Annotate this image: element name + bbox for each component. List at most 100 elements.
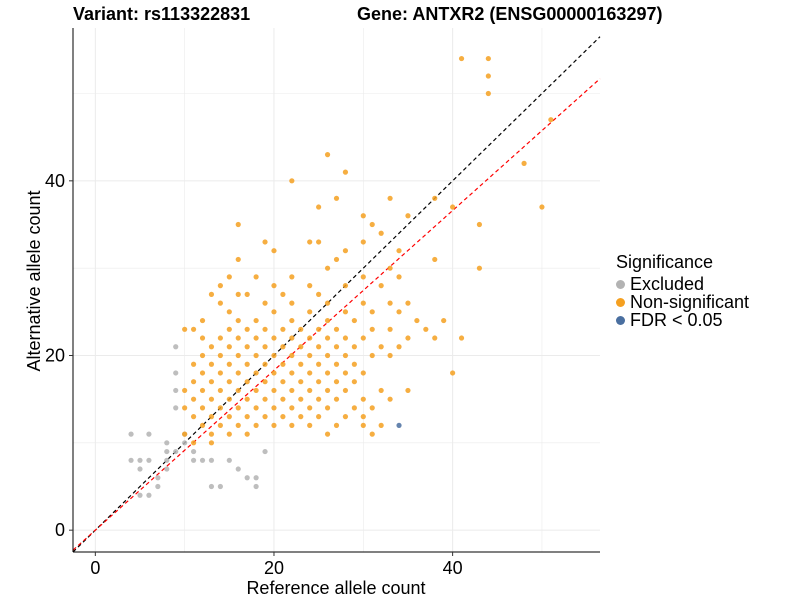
data-point xyxy=(262,361,268,367)
data-point xyxy=(146,492,152,498)
data-point xyxy=(190,379,197,385)
data-point xyxy=(235,221,241,228)
data-point xyxy=(208,291,215,297)
data-point xyxy=(235,256,241,263)
legend-dot-non-significant xyxy=(616,297,625,307)
data-point xyxy=(360,414,366,420)
data-point xyxy=(235,466,241,472)
data-point xyxy=(128,457,134,463)
data-point xyxy=(316,379,322,385)
data-point xyxy=(387,195,393,201)
data-point xyxy=(369,431,375,437)
data-point xyxy=(360,335,366,341)
data-point xyxy=(271,405,277,411)
data-point xyxy=(307,335,313,341)
data-point xyxy=(360,370,366,376)
data-point xyxy=(396,309,402,315)
legend-label-excluded: Excluded xyxy=(630,273,705,294)
data-point xyxy=(333,422,340,428)
reference-line xyxy=(72,36,601,553)
data-point xyxy=(387,352,393,359)
data-point xyxy=(333,195,340,201)
data-point xyxy=(253,483,259,490)
data-point xyxy=(226,457,232,463)
data-point xyxy=(199,352,206,359)
data-point xyxy=(396,422,402,428)
chart-title-variant: Variant: rs113322831 xyxy=(73,4,251,24)
data-point xyxy=(271,309,277,315)
data-point xyxy=(307,387,313,394)
data-point xyxy=(271,352,277,359)
data-point xyxy=(208,457,215,463)
data-point xyxy=(441,317,447,324)
legend-item-fdr: FDR < 0.05 xyxy=(616,310,749,330)
data-point xyxy=(316,414,322,420)
data-point xyxy=(396,274,402,280)
data-point xyxy=(405,335,411,341)
data-point xyxy=(182,405,188,411)
data-point xyxy=(182,440,188,446)
data-point xyxy=(199,457,206,463)
data-point xyxy=(244,361,250,367)
data-point xyxy=(342,352,349,359)
data-point xyxy=(369,405,375,411)
data-point xyxy=(324,387,331,394)
data-point xyxy=(324,405,331,411)
data-point xyxy=(280,414,286,420)
data-point xyxy=(164,457,170,463)
data-point xyxy=(396,344,402,350)
data-point xyxy=(378,230,384,236)
data-point xyxy=(432,195,438,201)
data-point xyxy=(208,396,215,402)
data-point xyxy=(351,379,357,385)
data-point xyxy=(253,335,259,341)
axes xyxy=(72,28,600,553)
data-point xyxy=(405,213,411,219)
data-point xyxy=(128,431,134,437)
data-point xyxy=(298,361,304,367)
data-point xyxy=(217,370,223,376)
data-point xyxy=(244,326,250,332)
data-point xyxy=(485,90,491,97)
data-point xyxy=(360,396,366,402)
data-point xyxy=(351,317,357,324)
data-point xyxy=(521,160,527,166)
reference-line xyxy=(72,78,601,551)
data-point xyxy=(173,370,179,376)
data-point xyxy=(208,483,215,490)
data-point xyxy=(307,239,313,245)
data-point xyxy=(458,55,465,62)
data-point xyxy=(173,387,179,394)
data-point xyxy=(324,335,331,341)
data-point xyxy=(271,422,277,428)
data-point xyxy=(289,335,295,341)
data-point xyxy=(235,370,241,376)
data-point xyxy=(253,422,259,428)
data-point xyxy=(271,283,277,289)
data-point xyxy=(226,274,232,280)
data-point xyxy=(289,387,295,394)
data-point xyxy=(298,326,304,332)
data-point xyxy=(351,361,357,367)
data-point xyxy=(450,370,456,376)
data-point xyxy=(289,370,295,376)
data-point xyxy=(387,300,393,306)
data-point xyxy=(342,370,349,376)
data-point xyxy=(405,387,411,394)
data-point xyxy=(485,55,491,62)
data-point xyxy=(289,300,295,306)
data-point xyxy=(307,309,313,315)
legend-item-excluded: Excluded xyxy=(616,273,749,294)
data-point xyxy=(217,335,223,341)
data-point xyxy=(324,352,331,359)
data-point xyxy=(360,239,366,245)
legend-title: Significance xyxy=(616,252,714,272)
data-point xyxy=(235,422,241,428)
data-point xyxy=(316,361,322,367)
data-point xyxy=(539,204,545,210)
data-point xyxy=(280,379,286,385)
data-point xyxy=(351,405,357,411)
data-point xyxy=(342,169,349,175)
y-tick-label: 0 xyxy=(55,520,65,540)
data-point xyxy=(226,431,232,437)
